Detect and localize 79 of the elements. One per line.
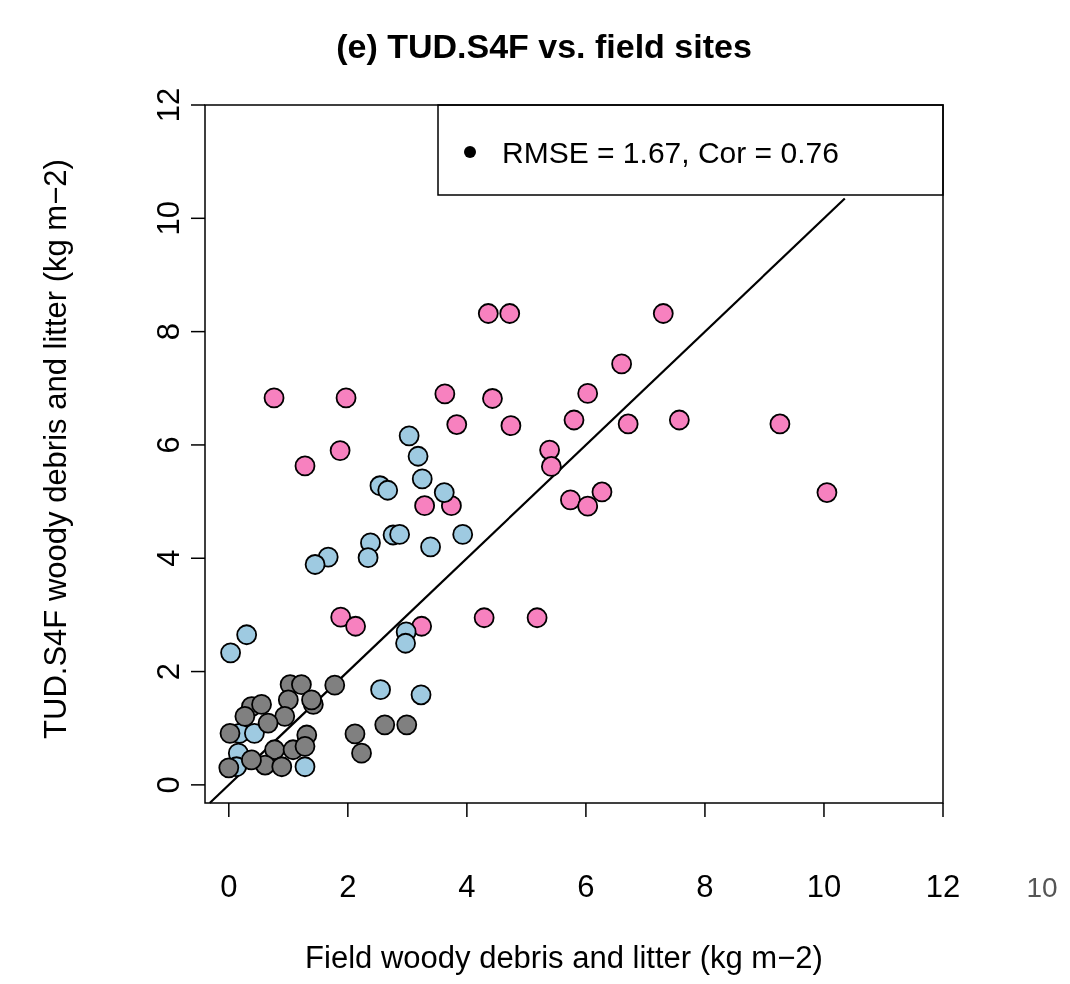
point: [668, 409, 690, 431]
point: [577, 495, 599, 517]
x-tick-label: 10: [806, 869, 842, 904]
point: [611, 353, 633, 375]
y-tick-label: 10: [151, 201, 186, 236]
point: [434, 383, 456, 405]
point: [291, 674, 312, 695]
point: [344, 723, 366, 745]
point: [234, 705, 256, 727]
y-tick-label: 0: [151, 776, 186, 794]
x-tick-label: 4: [458, 869, 476, 904]
point: [652, 303, 674, 324]
point: [389, 524, 411, 545]
point: [591, 481, 613, 503]
point: [500, 415, 522, 437]
point: [816, 482, 838, 503]
point: [374, 714, 396, 736]
y-tick-label: 2: [151, 662, 186, 681]
x-axis-title: Field woody debris and litter (kg m−2): [305, 940, 823, 975]
point: [329, 440, 351, 461]
point: [446, 414, 468, 435]
y-tick-label: 4: [151, 549, 186, 567]
point: [294, 735, 316, 757]
point: [396, 714, 418, 736]
point: [411, 468, 433, 490]
point: [617, 413, 639, 435]
point: [277, 689, 299, 711]
point: [301, 689, 322, 711]
y-tick-label: 8: [151, 323, 186, 341]
point: [420, 536, 441, 558]
y-axis-title: TUD.S4F woody debris and litter (kg m−2): [38, 159, 73, 739]
point: [540, 456, 562, 477]
annotation: RMSE = 1.67, Cor = 0.76: [502, 136, 839, 169]
y-tick-label: 6: [151, 436, 186, 454]
point: [407, 445, 429, 467]
point: [244, 722, 265, 744]
point: [769, 413, 791, 435]
point: [218, 757, 240, 779]
point: [410, 684, 432, 706]
y-tick-label: 12: [151, 87, 186, 123]
point: [414, 495, 436, 516]
point: [398, 425, 420, 447]
point: [482, 388, 503, 409]
point: [351, 742, 372, 764]
point: [335, 387, 357, 409]
x-tick-label: 6: [577, 869, 595, 904]
x-tick-label: 0: [220, 869, 238, 904]
x-tick-label: 8: [696, 869, 714, 904]
point: [345, 615, 366, 637]
point: [526, 607, 548, 629]
point: [271, 756, 293, 778]
point: [294, 455, 316, 477]
x-tick-label: 2: [339, 869, 357, 904]
point: [377, 479, 399, 501]
chart-title: (e) TUD.S4F vs. field sites: [336, 27, 752, 65]
point: [477, 303, 499, 324]
point: [357, 547, 379, 569]
point: [499, 303, 521, 324]
point: [452, 524, 474, 545]
point: [330, 606, 352, 628]
point: [257, 712, 279, 734]
point: [560, 489, 581, 511]
point: [577, 382, 599, 404]
point: [433, 482, 455, 503]
point: [236, 624, 258, 646]
point: [251, 694, 272, 715]
point: [473, 607, 495, 629]
point: [395, 632, 416, 654]
point: [370, 679, 391, 701]
point: [220, 642, 241, 664]
point: [274, 705, 296, 727]
x-tick-label: 12: [925, 869, 961, 904]
point: [219, 722, 241, 744]
point: [294, 756, 316, 778]
point: [263, 387, 285, 409]
point: [304, 554, 326, 575]
point: [241, 749, 262, 771]
point: [563, 409, 585, 431]
point: [324, 674, 346, 696]
